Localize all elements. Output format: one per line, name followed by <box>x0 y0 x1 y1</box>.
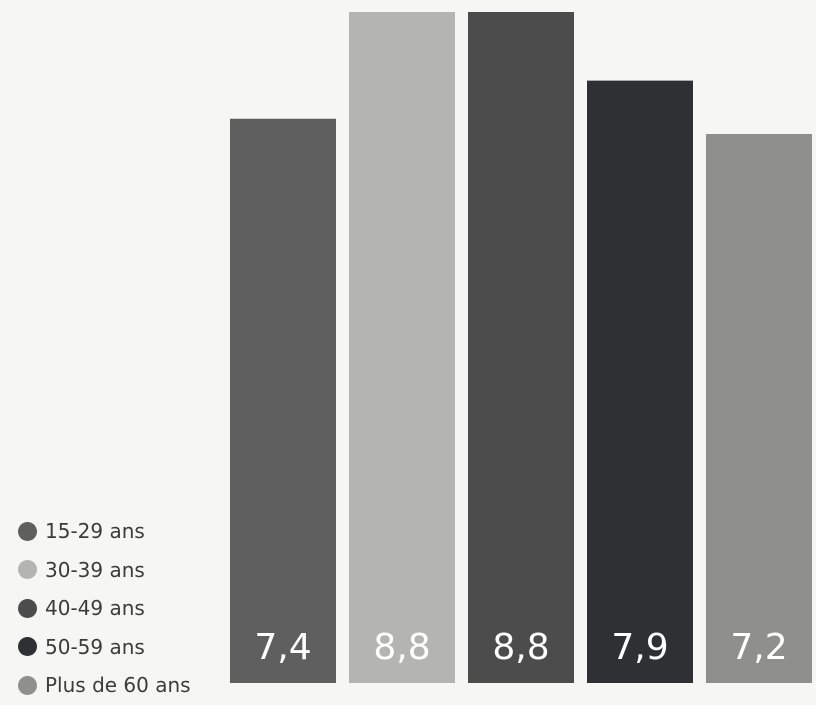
legend-item-2: 30-39 ans <box>18 551 191 590</box>
legend-label: Plus de 60 ans <box>45 673 191 698</box>
bar-chart: 7,4 8,8 8,8 7,9 7,2 <box>230 12 812 683</box>
legend-swatch-icon <box>18 675 37 695</box>
legend-label: 50-59 ans <box>45 634 145 659</box>
legend-swatch-icon <box>18 637 37 657</box>
bar-1 <box>230 118 336 683</box>
legend-label: 30-39 ans <box>45 557 145 582</box>
legend-label: 15-29 ans <box>45 519 145 544</box>
legend-item-5: Plus de 60 ans <box>18 666 191 705</box>
bar-3 <box>468 12 574 683</box>
bar-value-labels: 7,4 8,8 8,8 7,9 7,2 <box>254 627 787 668</box>
legend-swatch-icon <box>18 560 37 580</box>
bar-value-label-1: 7,4 <box>254 627 311 668</box>
legend-item-4: 50-59 ans <box>18 628 191 667</box>
bar-value-label-4: 7,9 <box>611 627 668 668</box>
bars <box>230 12 812 683</box>
legend-item-1: 15-29 ans <box>18 512 191 551</box>
bar-4 <box>587 80 693 683</box>
bar-value-label-2: 8,8 <box>373 627 430 668</box>
bar-2 <box>349 12 455 683</box>
bar-value-label-5: 7,2 <box>730 627 787 668</box>
legend-swatch-icon <box>18 521 37 541</box>
bar-5 <box>706 134 812 683</box>
chart-legend: 15-29 ans 30-39 ans 40-49 ans 50-59 ans Plus… <box>18 512 191 705</box>
bar-value-label-3: 8,8 <box>492 627 549 668</box>
legend-swatch-icon <box>18 598 37 618</box>
legend-item-3: 40-49 ans <box>18 589 191 628</box>
legend-label: 40-49 ans <box>45 596 145 621</box>
